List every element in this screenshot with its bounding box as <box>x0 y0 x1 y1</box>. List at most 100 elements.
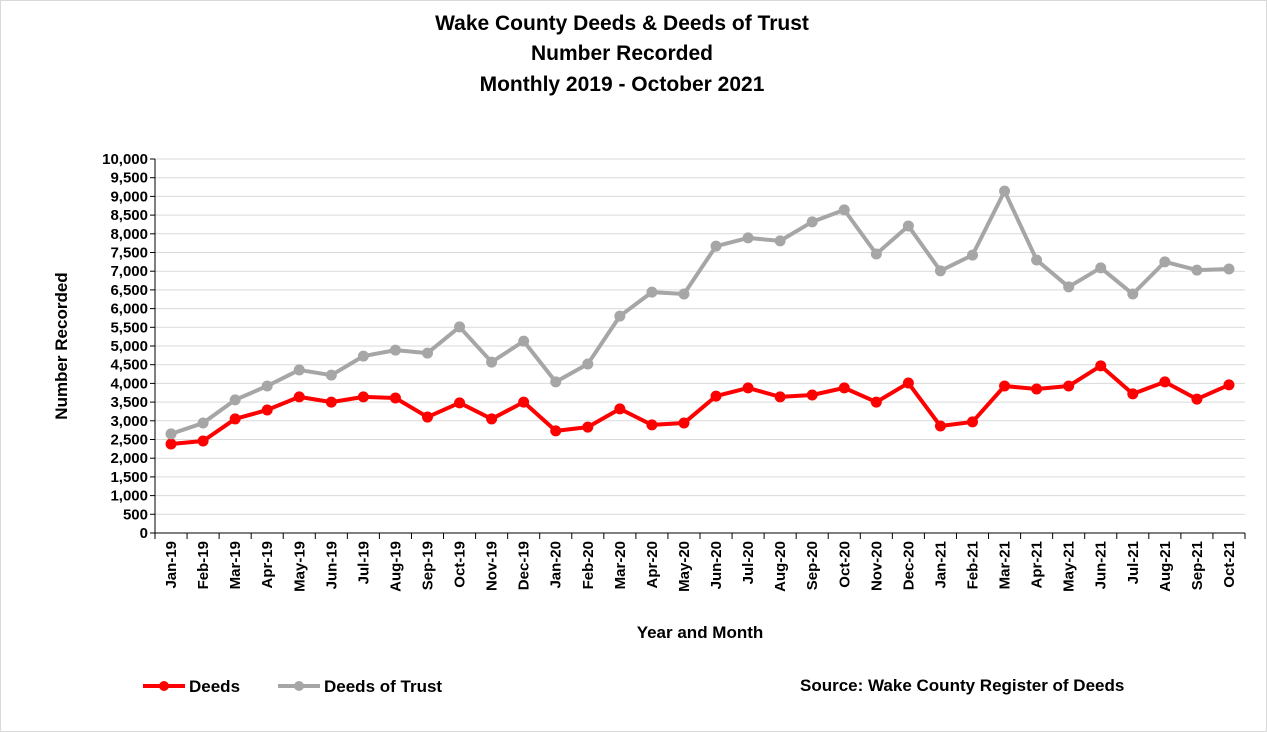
data-point <box>518 335 530 347</box>
data-point <box>229 394 241 406</box>
data-point <box>967 416 978 428</box>
x-axis-title: Year and Month <box>637 623 764 642</box>
data-point <box>1159 256 1171 268</box>
data-point <box>1191 264 1203 276</box>
x-tick-label: Jan-21 <box>932 541 949 589</box>
data-point <box>806 389 818 401</box>
data-point <box>550 425 562 437</box>
data-point <box>197 417 209 429</box>
y-tick-label: 3,000 <box>110 413 148 430</box>
data-point <box>1191 393 1203 405</box>
chart-title: Monthly 2019 - October 2021 <box>480 73 765 96</box>
data-point <box>389 344 401 356</box>
data-point <box>774 391 786 403</box>
y-tick-label: 5,500 <box>110 319 148 336</box>
x-tick-label: Oct-20 <box>836 541 853 588</box>
x-tick-label: May-21 <box>1061 541 1078 592</box>
x-tick-label: Jul-19 <box>355 541 372 584</box>
x-tick-label: Apr-20 <box>644 541 661 589</box>
y-tick-label: 4,000 <box>110 375 148 392</box>
data-point <box>197 435 209 447</box>
y-tick-label: 7,500 <box>110 245 148 262</box>
x-tick-label: Jun-20 <box>708 541 725 589</box>
data-point <box>710 390 722 402</box>
data-point <box>229 413 241 425</box>
series-line <box>170 189 1230 436</box>
x-tick-label: Dec-19 <box>516 541 533 590</box>
x-tick-label: Mar-20 <box>612 541 629 589</box>
data-point <box>1095 262 1107 274</box>
data-point <box>550 376 562 388</box>
data-point <box>422 347 433 359</box>
y-tick-label: 8,000 <box>110 226 148 243</box>
chart-title: Wake County Deeds & Deeds of Trust <box>435 12 809 35</box>
data-point <box>870 248 882 260</box>
data-point <box>422 411 433 423</box>
data-point <box>582 421 594 433</box>
y-tick-label: 2,000 <box>110 450 148 467</box>
data-point <box>261 380 273 392</box>
data-point <box>1159 376 1171 388</box>
x-tick-label: Jun-21 <box>1093 541 1110 589</box>
data-point <box>646 419 658 431</box>
data-point <box>742 232 754 244</box>
data-point <box>454 321 466 333</box>
y-tick-label: 9,500 <box>110 170 148 187</box>
data-point <box>870 396 882 408</box>
x-tick-label: Nov-19 <box>484 541 501 591</box>
data-point <box>293 364 305 376</box>
data-point <box>934 265 946 277</box>
data-point <box>165 438 177 450</box>
data-point <box>518 396 530 408</box>
x-tick-label: Jun-19 <box>323 541 340 589</box>
data-point <box>1223 263 1235 275</box>
x-tick-label: May-20 <box>676 541 693 592</box>
data-point <box>357 391 369 403</box>
x-tick-label: Jul-21 <box>1125 541 1142 584</box>
data-point <box>614 310 626 322</box>
data-point <box>902 220 914 232</box>
y-tick-label: 0 <box>140 525 148 542</box>
data-point <box>710 240 722 252</box>
data-point <box>389 392 401 404</box>
x-tick-label: Feb-20 <box>580 541 597 589</box>
legend-marker <box>159 681 169 691</box>
x-tick-label: Jul-20 <box>740 541 757 584</box>
y-tick-label: 1,500 <box>110 469 148 486</box>
data-point <box>293 391 305 403</box>
data-point <box>742 382 754 394</box>
data-point <box>999 380 1011 392</box>
data-point <box>838 382 850 394</box>
data-point <box>806 216 818 228</box>
x-tick-label: Nov-20 <box>868 541 885 591</box>
data-point <box>1063 380 1075 392</box>
x-tick-label: May-19 <box>291 541 308 592</box>
y-tick-label: 1,000 <box>110 488 148 505</box>
data-point <box>1127 388 1139 400</box>
data-point <box>582 358 594 370</box>
x-tick-label: Dec-20 <box>900 541 917 590</box>
source-note: Source: Wake County Register of Deeds <box>800 676 1124 695</box>
data-point <box>1031 383 1043 395</box>
y-tick-label: 6,500 <box>110 282 148 299</box>
x-tick-label: Aug-19 <box>387 541 404 592</box>
x-tick-label: Sep-19 <box>420 541 437 590</box>
x-tick-label: Apr-19 <box>259 541 276 589</box>
chart-title: Number Recorded <box>531 42 713 65</box>
data-point <box>1063 281 1075 293</box>
x-tick-label: Mar-21 <box>997 541 1014 589</box>
data-point <box>646 286 658 298</box>
x-tick-label: Feb-21 <box>965 541 982 589</box>
data-point <box>614 403 626 415</box>
y-tick-label: 7,000 <box>110 263 148 280</box>
x-tick-label: Aug-21 <box>1157 541 1174 592</box>
data-point <box>165 428 177 440</box>
data-point <box>486 413 498 425</box>
y-tick-label: 9,000 <box>110 188 148 205</box>
y-tick-label: 4,500 <box>110 357 148 374</box>
y-tick-label: 3,500 <box>110 394 148 411</box>
series-line <box>170 363 1230 446</box>
data-point <box>774 235 786 247</box>
legend-text: Deeds of Trust <box>324 677 442 696</box>
